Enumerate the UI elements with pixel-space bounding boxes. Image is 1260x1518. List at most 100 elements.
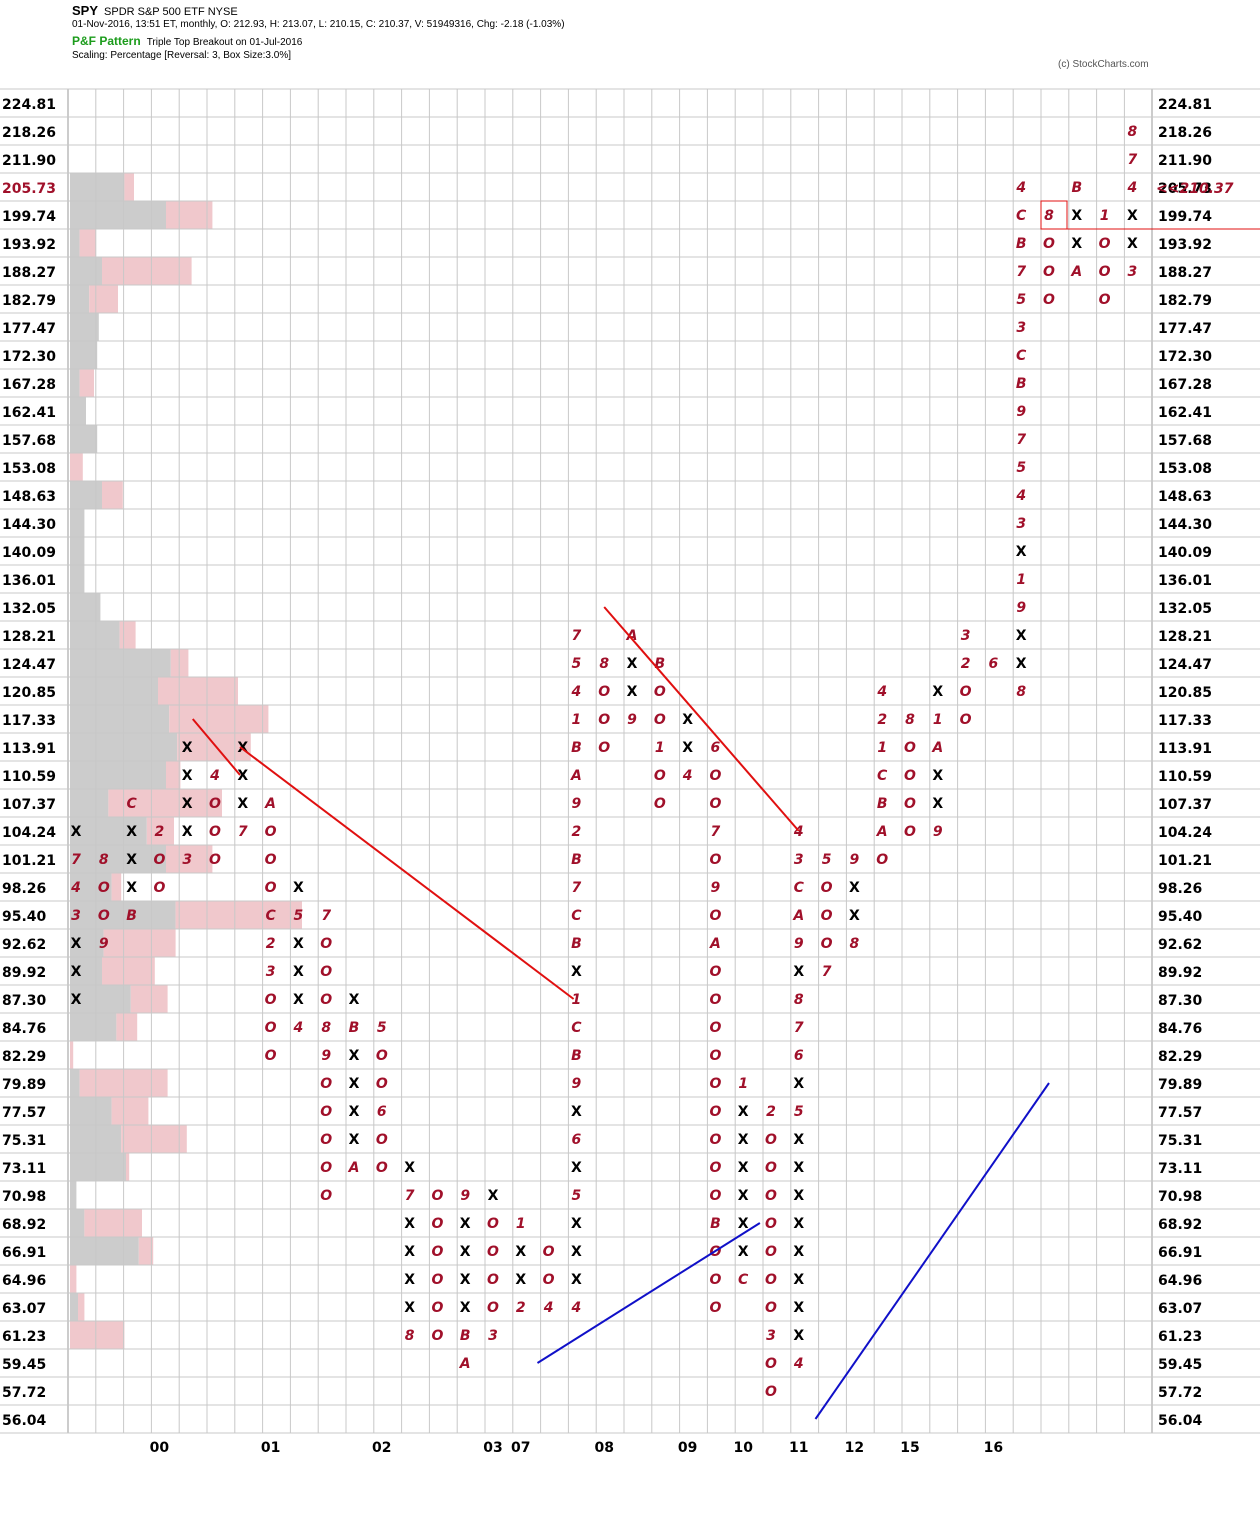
pf-x-mark: X [738, 1104, 749, 1120]
pf-x-mark: X [738, 1132, 749, 1148]
price-tick-right: 193.92 [1158, 237, 1212, 253]
pf-o-mark: O [431, 1244, 443, 1260]
pf-month-mark: 9 [1016, 404, 1026, 420]
price-tick-right: 107.37 [1158, 797, 1212, 813]
x-axis-year-label: 07 [511, 1440, 530, 1456]
price-tick-right: 84.76 [1158, 1021, 1202, 1037]
price-tick-left: 172.30 [2, 349, 56, 365]
pf-o-mark: O [431, 1328, 443, 1344]
x-axis-year-label: 10 [733, 1440, 753, 1456]
pf-o-mark: O [153, 880, 165, 896]
pf-o-mark: O [431, 1300, 443, 1316]
pf-o-mark: O [487, 1244, 499, 1260]
pf-x-mark: X [293, 992, 304, 1008]
pf-month-mark: 8 [850, 936, 860, 952]
pf-month-mark: 1 [572, 712, 582, 728]
support-trend-line [536, 1222, 761, 1364]
pf-month-mark: 6 [989, 656, 999, 672]
pf-x-mark: X [71, 936, 82, 952]
price-tick-right: 211.90 [1158, 153, 1212, 169]
pf-x-mark: X [293, 936, 304, 952]
x-axis-year-label: 12 [845, 1440, 864, 1456]
price-tick-right: 188.27 [1158, 265, 1212, 281]
pf-month-mark: C [738, 1272, 749, 1288]
pf-month-mark: 9 [460, 1188, 470, 1204]
pf-x-mark: X [1016, 544, 1027, 560]
price-tick-right: 101.21 [1158, 853, 1212, 869]
pf-month-mark: 1 [933, 712, 943, 728]
price-tick-left: 140.09 [2, 545, 56, 561]
pf-x-mark: X [404, 1216, 415, 1232]
pf-x-mark: X [738, 1160, 749, 1176]
volume-bar-down [84, 1209, 142, 1237]
volume-bar-down [102, 957, 155, 985]
pf-month-mark: 3 [71, 908, 81, 924]
price-tick-left: 104.24 [2, 825, 56, 841]
volume-bar-up [70, 985, 131, 1013]
volume-bar-up [70, 509, 85, 537]
price-tick-left: 87.30 [2, 993, 47, 1009]
pf-x-mark: X [1127, 208, 1138, 224]
price-tick-left: 95.40 [2, 909, 47, 925]
price-tick-left: 64.96 [2, 1273, 46, 1289]
price-tick-left: 98.26 [2, 881, 46, 897]
pf-x-mark: X [682, 740, 693, 756]
pf-o-mark: O [709, 1048, 721, 1064]
price-tick-right: 87.30 [1158, 993, 1203, 1009]
price-tick-right: 144.30 [1158, 517, 1212, 533]
price-tick-left: 157.68 [2, 433, 56, 449]
volume-bar-down [121, 1125, 187, 1153]
scaling-line: Scaling: Percentage [Reversal: 3, Box Si… [72, 50, 292, 61]
pf-o-mark: O [821, 908, 833, 924]
pf-month-mark: B [460, 1328, 471, 1344]
volume-bar-up [70, 1013, 117, 1041]
pf-x-mark: X [293, 880, 304, 896]
pf-o-mark: O [1043, 292, 1055, 308]
x-axis-year-label: 08 [594, 1440, 613, 1456]
volume-bar-up [70, 173, 125, 201]
pf-o-mark: O [98, 908, 110, 924]
pf-x-mark: X [793, 1328, 804, 1344]
price-tick-right: 57.72 [1158, 1385, 1202, 1401]
pf-o-mark: O [265, 1020, 277, 1036]
volume-bar-down [111, 873, 122, 901]
pf-month-mark: 5 [572, 656, 582, 672]
pf-o-mark: O [1099, 292, 1111, 308]
price-tick-right: 199.74 [1158, 209, 1212, 225]
pf-x-mark: X [682, 712, 693, 728]
price-tick-left: 132.05 [2, 601, 56, 617]
volume-bar-down [116, 1013, 138, 1041]
pf-o-mark: O [904, 740, 916, 756]
pf-x-mark: X [571, 1104, 582, 1120]
pf-x-mark: X [571, 964, 582, 980]
pf-month-mark: A [876, 824, 888, 840]
volume-bar-down [166, 761, 181, 789]
price-tick-left: 193.92 [2, 237, 56, 253]
pf-o-mark: O [765, 1160, 777, 1176]
pf-month-mark: 5 [794, 1104, 804, 1120]
pf-x-mark: X [182, 768, 193, 784]
pf-o-mark: O [709, 1300, 721, 1316]
pf-month-mark: 9 [99, 936, 109, 952]
pf-month-mark: 1 [655, 740, 665, 756]
pf-x-mark: X [1016, 628, 1027, 644]
copyright-notice: (c) StockCharts.com [1058, 59, 1149, 70]
price-tick-left: 59.45 [2, 1357, 46, 1373]
pattern-value: Triple Top Breakout on 01-Jul-2016 [146, 37, 303, 48]
pf-o-mark: O [1099, 264, 1111, 280]
price-tick-left: 199.74 [2, 209, 56, 225]
x-axis-year-label: 11 [789, 1440, 808, 1456]
volume-bar-down [79, 229, 96, 257]
volume-bar-down [119, 621, 136, 649]
price-tick-left: 120.85 [2, 685, 56, 701]
price-tick-right: 117.33 [1158, 713, 1212, 729]
pf-month-mark: B [571, 852, 582, 868]
pf-x-mark: X [793, 1188, 804, 1204]
pf-x-mark: X [1071, 208, 1082, 224]
resistance-trend-line [191, 718, 241, 776]
pf-o-mark: O [709, 964, 721, 980]
pf-month-mark: A [709, 936, 721, 952]
current-price-box [1040, 200, 1068, 230]
pf-o-mark: O [904, 768, 916, 784]
volume-bar-up [70, 1181, 77, 1209]
